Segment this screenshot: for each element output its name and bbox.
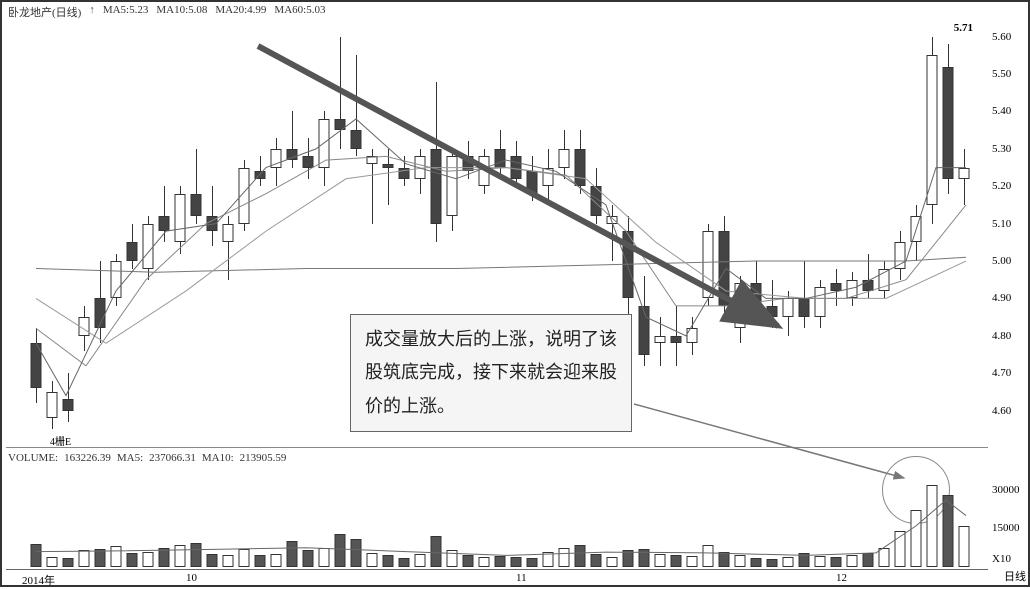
volume-tick: 15000 bbox=[992, 522, 1020, 534]
price-tick: 5.20 bbox=[992, 180, 1011, 192]
volume-header: VOLUME: 163226.39 MA5: 237066.31 MA10: 2… bbox=[8, 452, 286, 464]
time-tick: 11 bbox=[516, 572, 527, 584]
volume-value: 163226.39 bbox=[64, 452, 111, 464]
annotation-box: 成交量放大后的上涨，说明了该股筑底完成，接下来就会迎来股价的上涨。 bbox=[350, 314, 632, 432]
high-price-label: 5.71 bbox=[954, 22, 973, 34]
price-tick: 5.10 bbox=[992, 218, 1011, 230]
price-tick: 5.00 bbox=[992, 255, 1011, 267]
price-tick: 5.50 bbox=[992, 68, 1011, 80]
timeframe-label: 日线 bbox=[1004, 569, 1026, 585]
price-tick: 4.60 bbox=[992, 405, 1011, 417]
price-tick: 5.60 bbox=[992, 31, 1011, 43]
price-tick: 4.90 bbox=[992, 292, 1011, 304]
volume-tick: 30000 bbox=[992, 484, 1020, 496]
vol-ma5-label: MA5: bbox=[117, 452, 143, 464]
volume-axis: 30000 15000 X10 bbox=[988, 477, 1028, 567]
vol-ma5-value: 237066.31 bbox=[149, 452, 196, 464]
vol-ma10-label: MA10: bbox=[202, 452, 234, 464]
volume-ma-line bbox=[6, 477, 992, 567]
annotation-text: 成交量放大后的上涨，说明了该股筑底完成，接下来就会迎来股价的上涨。 bbox=[365, 329, 617, 416]
vol-ma10-value: 213905.59 bbox=[240, 452, 287, 464]
volume-chart[interactable] bbox=[6, 477, 988, 567]
price-tick: 4.70 bbox=[992, 367, 1011, 379]
price-tick: 4.80 bbox=[992, 330, 1011, 342]
time-tick: 2014年 bbox=[22, 572, 55, 588]
price-tick: 5.40 bbox=[992, 105, 1011, 117]
price-tick: 5.30 bbox=[992, 143, 1011, 155]
low-price-label: 4栅E bbox=[50, 433, 71, 448]
time-tick: 12 bbox=[836, 572, 847, 584]
volume-label: VOLUME: bbox=[8, 452, 58, 464]
price-axis: 5.60 5.50 5.40 5.30 5.20 5.10 5.00 4.90 4.80 4.70… bbox=[988, 18, 1028, 448]
volume-unit: X10 bbox=[992, 553, 1011, 565]
time-tick: 10 bbox=[186, 572, 197, 584]
time-axis: 2014年 10 11 12 bbox=[6, 569, 988, 585]
